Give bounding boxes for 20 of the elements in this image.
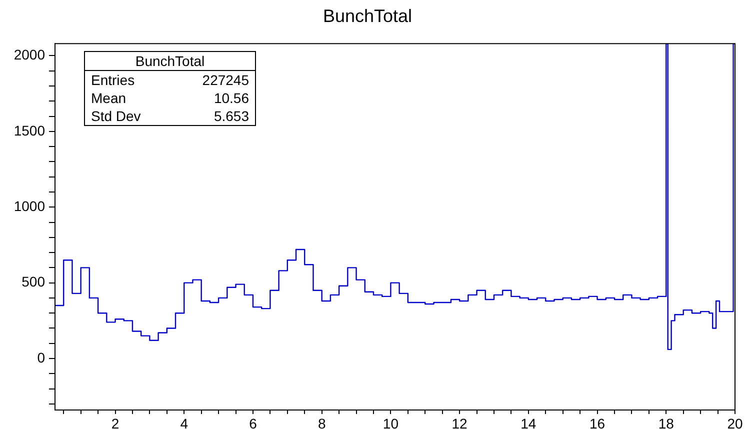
- y-tick-label: 2000: [14, 46, 46, 63]
- x-tick-label: 20: [727, 415, 743, 429]
- x-tick-label: 2: [111, 415, 120, 429]
- x-tick-label: 18: [658, 415, 674, 429]
- x-tick-label: 10: [382, 415, 399, 429]
- x-tick-label: 14: [520, 415, 536, 429]
- x-tick-label: 12: [452, 415, 468, 429]
- y-tick-label: 500: [22, 274, 46, 290]
- x-tick-label: 8: [318, 415, 326, 429]
- x-tick-label: 4: [180, 415, 188, 429]
- annotation: BunchTotal: [85, 52, 255, 71]
- text: Entries 227245: [91, 72, 249, 88]
- text: Std Dev 5.653: [91, 108, 249, 124]
- x-tick-label: 16: [589, 415, 606, 429]
- x-tick-label: 6: [249, 415, 258, 429]
- y-tick-label: 1500: [14, 122, 46, 138]
- text: Mean 10.56: [91, 90, 249, 106]
- chart-title: BunchTotal: [322, 6, 412, 26]
- y-tick-label: 0: [37, 349, 46, 366]
- y-tick-label: 1000: [14, 198, 46, 214]
